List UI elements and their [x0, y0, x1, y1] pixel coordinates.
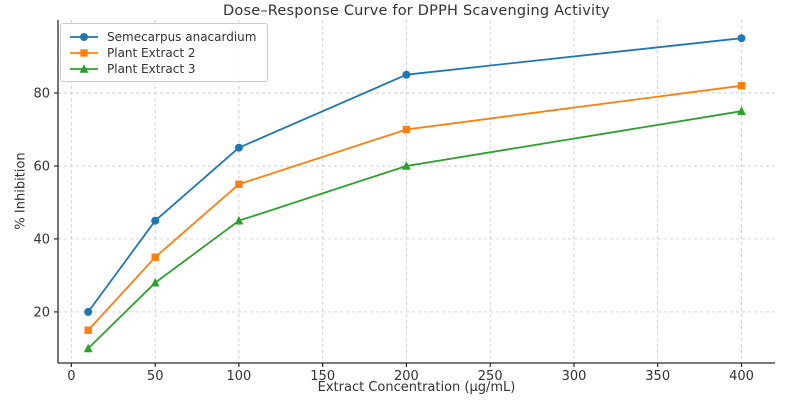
svg-text:40: 40	[33, 232, 50, 247]
legend-marker-triangle-icon	[70, 63, 98, 73]
legend-label-extract-3: Plant Extract 3	[107, 61, 196, 76]
legend-marker-circle-icon	[70, 32, 98, 41]
svg-text:0: 0	[67, 369, 75, 384]
svg-text:250: 250	[478, 369, 503, 384]
y-axis-label: % Inhibition	[13, 152, 29, 230]
legend: Semecarpus anacardium Plant Extract 2 Pl…	[60, 23, 269, 82]
svg-text:100: 100	[226, 369, 251, 384]
legend-marker-square-icon	[70, 48, 98, 57]
svg-text:20: 20	[33, 305, 50, 320]
chart-title: Dose–Response Curve for DPPH Scavenging …	[223, 3, 610, 19]
legend-item-semecarpus: Semecarpus anacardium	[69, 29, 256, 44]
legend-label-extract-2: Plant Extract 2	[107, 45, 196, 60]
legend-item-extract-3: Plant Extract 3	[69, 61, 256, 76]
svg-text:60: 60	[33, 160, 50, 175]
svg-text:200: 200	[394, 369, 419, 384]
legend-label-semecarpus: Semecarpus anacardium	[107, 29, 257, 44]
x-axis-label: Extract Concentration (μg/mL)	[317, 380, 516, 395]
legend-item-extract-2: Plant Extract 2	[69, 45, 256, 60]
svg-text:300: 300	[562, 369, 587, 384]
svg-text:400: 400	[729, 369, 754, 384]
svg-text:150: 150	[310, 369, 335, 384]
svg-text:80: 80	[33, 87, 50, 102]
svg-text:350: 350	[645, 369, 670, 384]
svg-text:50: 50	[147, 369, 164, 384]
